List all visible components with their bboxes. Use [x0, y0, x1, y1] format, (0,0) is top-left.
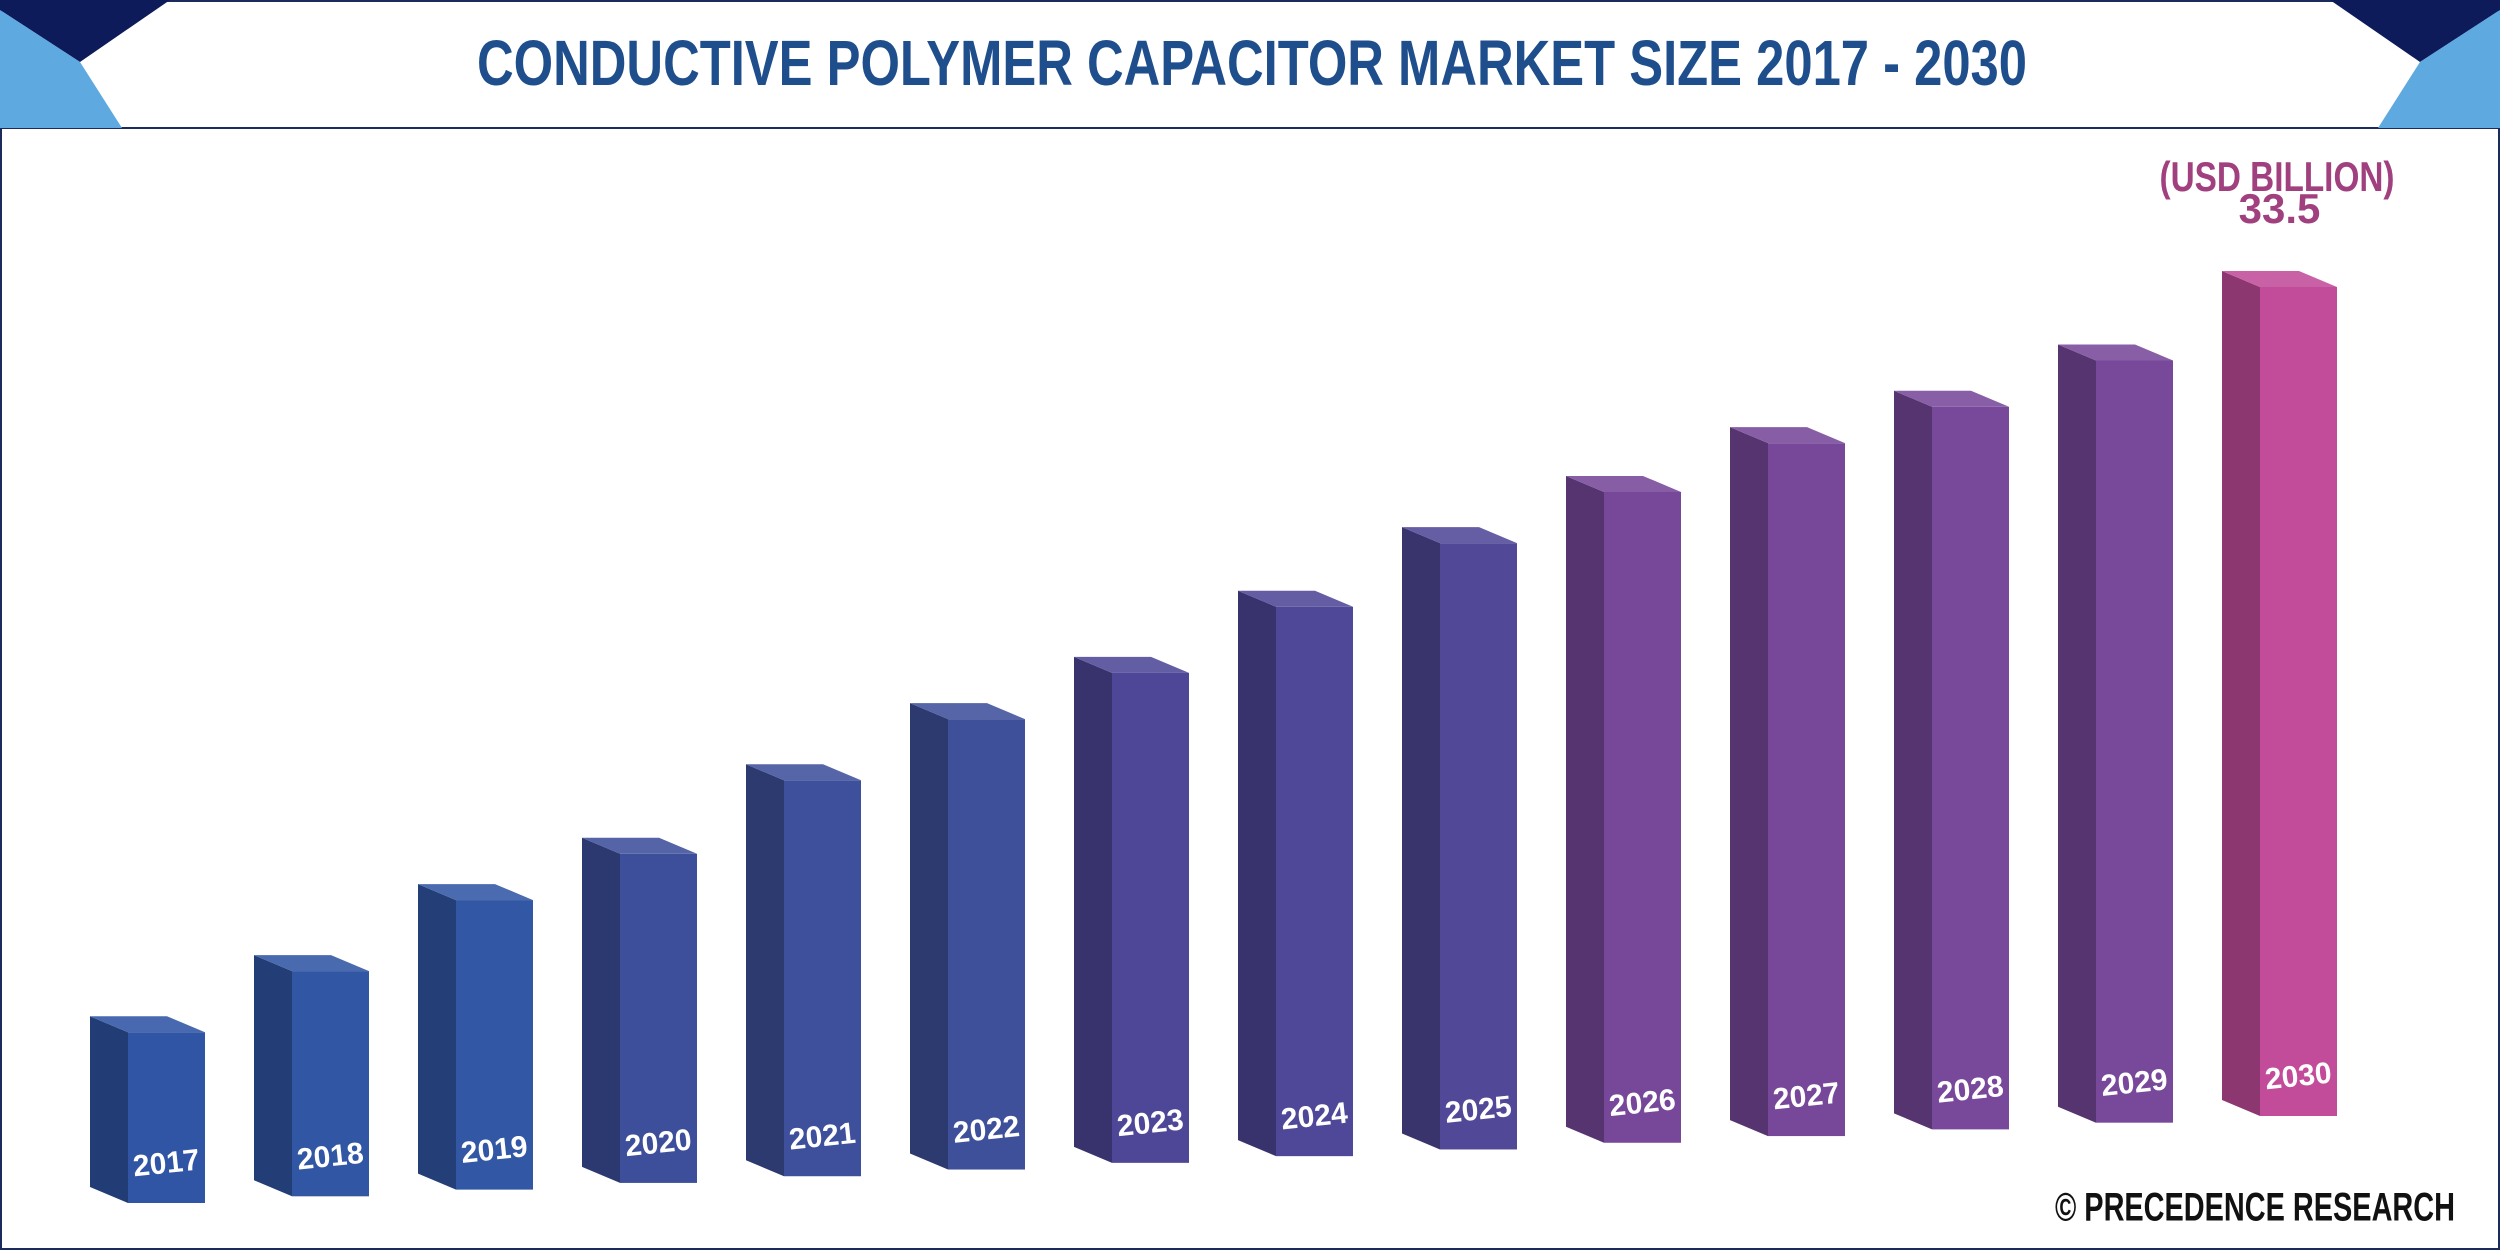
- bar-side: [254, 955, 292, 1197]
- bar-side: [2222, 271, 2260, 1116]
- x-tick-label: 2017: [131, 1144, 201, 1184]
- corner-decoration: [2378, 10, 2500, 128]
- bar: [948, 719, 1025, 1170]
- bar-top: [90, 1016, 205, 1033]
- bar-top: [2222, 271, 2337, 287]
- bar: [620, 853, 697, 1183]
- bar-side: [2058, 344, 2096, 1123]
- bar-top: [582, 837, 697, 854]
- bar: [456, 900, 533, 1190]
- value-label: 33.5: [2239, 185, 2321, 232]
- bar-side: [582, 837, 620, 1183]
- bar: [292, 971, 369, 1197]
- bar-side: [1402, 527, 1440, 1150]
- bar-top: [1894, 390, 2009, 407]
- x-tick-label: 2020: [623, 1123, 693, 1163]
- bar-side: [1730, 427, 1768, 1137]
- x-tick-label: 2019: [459, 1130, 529, 1170]
- bar-top: [746, 764, 861, 781]
- bar-top: [1730, 427, 1845, 444]
- corner-decoration: [0, 10, 122, 128]
- bar-top: [1238, 590, 1353, 607]
- x-tick-label: 2021: [787, 1117, 857, 1157]
- bar-top: [254, 955, 369, 972]
- bar-side: [1074, 656, 1112, 1163]
- bar: [128, 1032, 205, 1203]
- bar: [1604, 491, 1681, 1143]
- bar-side: [1566, 475, 1604, 1143]
- bar: [1440, 543, 1517, 1150]
- chart-title: CONDUCTIVE POLYMER CAPACITOR MARKET SIZE…: [477, 27, 2027, 99]
- bar: [1112, 672, 1189, 1163]
- bar: [1768, 443, 1845, 1137]
- source-label: © PRECEDENCE RESEARCH: [2055, 1186, 2455, 1230]
- bar: [2260, 287, 2337, 1116]
- bar-top: [1074, 656, 1189, 673]
- x-tick-label: 2027: [1771, 1077, 1841, 1117]
- x-tick-label: 2024: [1279, 1097, 1349, 1137]
- bar-side: [90, 1016, 128, 1203]
- bar-side: [746, 764, 784, 1177]
- x-tick-label: 2023: [1115, 1103, 1185, 1143]
- bar: [2096, 360, 2173, 1123]
- bar: [784, 780, 861, 1177]
- corner-decoration: [2330, 0, 2500, 62]
- bar-top: [1402, 527, 1517, 544]
- x-tick-label: 2026: [1607, 1083, 1677, 1123]
- x-tick-label: 2018: [295, 1137, 365, 1177]
- bar-side: [1238, 590, 1276, 1157]
- x-tick-label: 2022: [951, 1110, 1021, 1150]
- x-tick-label: 2030: [2263, 1057, 2333, 1097]
- x-tick-label: 2025: [1443, 1090, 1513, 1130]
- bar-top: [910, 703, 1025, 720]
- bar: [1932, 406, 2009, 1130]
- bar-top: [1566, 475, 1681, 492]
- bar-top: [2058, 344, 2173, 361]
- bar-side: [910, 703, 948, 1170]
- bar-side: [1894, 390, 1932, 1130]
- bar: [1276, 606, 1353, 1157]
- bar-side: [418, 884, 456, 1190]
- x-tick-label: 2028: [1935, 1070, 2005, 1110]
- corner-decoration: [0, 0, 170, 62]
- bar-top: [418, 884, 533, 901]
- unit-label: (USD BILLION): [2160, 153, 2395, 200]
- x-tick-label: 2029: [2099, 1063, 2169, 1103]
